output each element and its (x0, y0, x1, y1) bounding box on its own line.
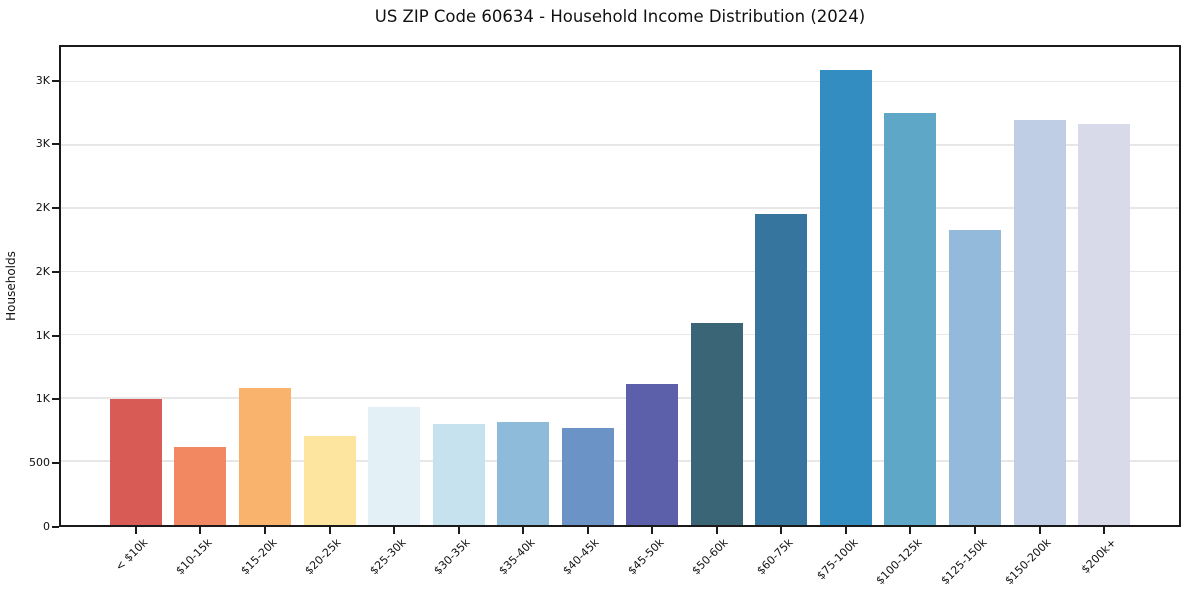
gridline (61, 80, 1179, 83)
bar-$75-100k (819, 70, 872, 525)
y-tick-label: 500 (29, 456, 50, 470)
x-tick-label: < $10k (112, 536, 151, 574)
x-tick-label: $100-125k (873, 536, 925, 588)
x-tick-label: $15-20k (237, 536, 280, 578)
x-tick-label: $60-75k (754, 536, 796, 578)
y-tick-mark (52, 207, 59, 210)
x-tick-label: $125-150k (938, 536, 990, 588)
y-axis-label: Households (4, 251, 18, 321)
gridline (61, 207, 1179, 209)
bar-$100-125k (884, 113, 937, 525)
x-tick-label: $45-50k (625, 536, 667, 578)
y-tick-label: 1K (35, 392, 50, 406)
y-tick-mark (52, 334, 59, 337)
x-tick-label: $200k+ (1078, 536, 1119, 577)
x-tick-mark (199, 527, 202, 534)
bar-$150-200k (1013, 120, 1066, 525)
x-tick-mark (974, 527, 977, 534)
y-tick-label: 2K (35, 201, 50, 215)
plot-area (59, 45, 1181, 527)
y-tick-mark (52, 270, 59, 273)
bar-$25-30k (368, 407, 421, 525)
bar-$125-150k (949, 230, 1002, 525)
bar-$50-60k (690, 322, 743, 525)
x-tick-mark (909, 527, 912, 534)
x-tick-mark (1103, 527, 1106, 534)
gridline (61, 397, 1179, 399)
bar-$15-20k (238, 387, 291, 525)
y-tick-label: 1K (35, 328, 50, 342)
bar-$200k+ (1078, 124, 1131, 525)
x-tick-label: $10-15k (173, 536, 215, 578)
x-tick-label: $20-25k (302, 536, 344, 578)
bar-$35-40k (497, 421, 550, 525)
bar-< $10k (109, 398, 162, 525)
x-tick-mark (780, 527, 783, 534)
bar-$30-35k (432, 424, 485, 525)
y-tick-mark (52, 143, 59, 146)
x-tick-mark (844, 527, 847, 534)
gridline (61, 144, 1179, 146)
x-tick-label: $30-35k (431, 536, 473, 578)
x-tick-mark (586, 527, 589, 534)
y-tick-label: 3K (35, 73, 50, 87)
x-tick-mark (651, 527, 654, 534)
y-tick-label: 0 (43, 520, 50, 533)
y-tick-mark (52, 526, 59, 528)
bar-$45-50k (626, 384, 679, 525)
x-tick-label: $40-45k (560, 536, 602, 578)
gridline (61, 270, 1179, 273)
y-tick-mark (52, 398, 59, 401)
bar-$20-25k (303, 435, 356, 525)
x-tick-mark (522, 527, 525, 534)
x-tick-mark (1038, 527, 1041, 534)
gridline (61, 460, 1179, 462)
y-tick-label: 2K (35, 264, 50, 278)
y-tick-mark (52, 462, 59, 465)
x-tick-mark (328, 527, 331, 534)
y-tick-mark (52, 79, 59, 82)
x-tick-label: $50-60k (689, 536, 732, 578)
x-tick-mark (134, 527, 137, 534)
bar-$40-45k (561, 427, 614, 525)
x-tick-label: $35-40k (496, 536, 538, 578)
x-tick-mark (457, 527, 460, 534)
bar-$10-15k (174, 446, 227, 525)
bar-$60-75k (755, 213, 808, 525)
x-tick-label: $150-200k (1002, 536, 1054, 588)
y-tick-label: 3K (35, 137, 50, 151)
x-tick-label: $25-30k (367, 536, 409, 578)
chart-title: US ZIP Code 60634 - Household Income Dis… (374, 7, 866, 26)
x-tick-mark (715, 527, 718, 534)
gridline (61, 333, 1179, 336)
x-tick-mark (263, 527, 266, 534)
x-tick-mark (393, 527, 396, 534)
x-tick-label: $75-100k (813, 536, 861, 583)
